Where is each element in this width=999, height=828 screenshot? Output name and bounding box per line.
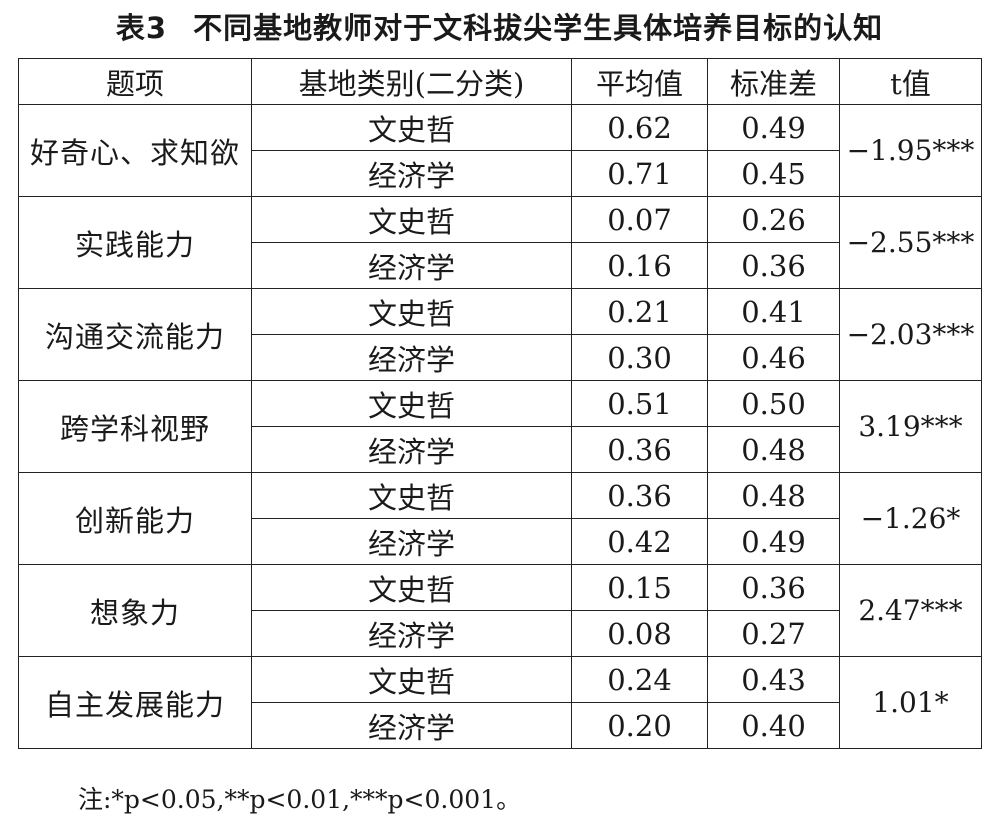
table-row: 自主发展能力 文史哲 0.24 0.43 1.01* (18, 656, 982, 749)
header-category: 基地类别(二分类) (251, 58, 572, 105)
table-number: 表3 (115, 11, 168, 45)
mean-cell: 0.36 (571, 426, 708, 473)
table-row: 经济学 0.36 0.48 (19, 426, 982, 473)
table-row: 创新能力 文史哲 0.36 0.48 −1.26* (18, 472, 982, 565)
sd-cell: 0.46 (707, 334, 840, 381)
table-row: 经济学 0.20 0.40 (19, 702, 982, 749)
mean-cell: 0.71 (571, 150, 708, 197)
item-cell: 实践能力 (18, 196, 252, 289)
item-cell: 创新能力 (18, 472, 252, 565)
category-cell: 经济学 (251, 334, 572, 381)
category-cell: 经济学 (251, 610, 572, 657)
table-row: 沟通交流能力 文史哲 0.21 0.41 −2.03*** (18, 288, 982, 381)
category-cell: 经济学 (251, 702, 572, 749)
t-value-cell: −1.26* (839, 472, 982, 565)
table-row: 经济学 0.71 0.45 (19, 150, 982, 197)
table-caption: 不同基地教师对于文科拔尖学生具体培养目标的认知 (193, 11, 884, 45)
t-value-cell: −2.55*** (839, 196, 982, 289)
table-title: 表3 不同基地教师对于文科拔尖学生具体培养目标的认知 (0, 6, 999, 50)
t-value-cell: −2.03*** (839, 288, 982, 381)
sd-cell: 0.45 (707, 150, 840, 197)
category-cell: 经济学 (251, 242, 572, 289)
mean-cell: 0.62 (571, 104, 708, 151)
category-cell: 文史哲 (251, 196, 572, 243)
mean-cell: 0.36 (571, 472, 708, 519)
sd-cell: 0.43 (707, 656, 840, 703)
mean-cell: 0.08 (571, 610, 708, 657)
category-cell: 文史哲 (251, 104, 572, 151)
mean-cell: 0.20 (571, 702, 708, 749)
mean-cell: 0.07 (571, 196, 708, 243)
table-row: 经济学 0.42 0.49 (19, 518, 982, 565)
item-cell: 好奇心、求知欲 (18, 104, 252, 197)
category-cell: 经济学 (251, 150, 572, 197)
item-cell: 沟通交流能力 (18, 288, 252, 381)
category-cell: 经济学 (251, 518, 572, 565)
sd-cell: 0.26 (707, 196, 840, 243)
t-value-cell: −1.95*** (839, 104, 982, 197)
table-row: 跨学科视野 文史哲 0.51 0.50 3.19*** (18, 380, 982, 473)
sd-cell: 0.48 (707, 472, 840, 519)
mean-cell: 0.21 (571, 288, 708, 335)
table-row: 好奇心、求知欲 文史哲 0.62 0.49 −1.95*** (18, 104, 982, 197)
sd-cell: 0.36 (707, 564, 840, 611)
sd-cell: 0.48 (707, 426, 840, 473)
table-row: 想象力 文史哲 0.15 0.36 2.47*** (18, 564, 982, 657)
sd-cell: 0.49 (707, 104, 840, 151)
sd-cell: 0.36 (707, 242, 840, 289)
header-t-value: t值 (839, 58, 982, 105)
item-cell: 想象力 (18, 564, 252, 657)
mean-cell: 0.15 (571, 564, 708, 611)
sd-cell: 0.40 (707, 702, 840, 749)
mean-cell: 0.42 (571, 518, 708, 565)
mean-cell: 0.24 (571, 656, 708, 703)
table-note: 注:*p<0.05,**p<0.01,***p<0.001。 (78, 785, 522, 814)
sd-cell: 0.27 (707, 610, 840, 657)
sd-cell: 0.41 (707, 288, 840, 335)
t-value-cell: 1.01* (839, 656, 982, 749)
category-cell: 经济学 (251, 426, 572, 473)
t-value-cell: 2.47*** (839, 564, 982, 657)
sd-cell: 0.50 (707, 380, 840, 427)
mean-cell: 0.51 (571, 380, 708, 427)
category-cell: 文史哲 (251, 472, 572, 519)
category-cell: 文史哲 (251, 564, 572, 611)
sd-cell: 0.49 (707, 518, 840, 565)
results-table: 题项 基地类别(二分类) 平均值 标准差 t值 好奇心、求知欲 文史哲 0.62 0.… (18, 58, 982, 749)
item-cell: 自主发展能力 (18, 656, 252, 749)
table-row: 实践能力 文史哲 0.07 0.26 −2.55*** (18, 196, 982, 289)
header-mean: 平均值 (571, 58, 708, 105)
item-cell: 跨学科视野 (18, 380, 252, 473)
category-cell: 文史哲 (251, 656, 572, 703)
t-value-cell: 3.19*** (839, 380, 982, 473)
mean-cell: 0.30 (571, 334, 708, 381)
mean-cell: 0.16 (571, 242, 708, 289)
header-row: 题项 基地类别(二分类) 平均值 标准差 t值 (18, 58, 982, 105)
table-row: 经济学 0.08 0.27 (19, 610, 982, 657)
table-body: 好奇心、求知欲 文史哲 0.62 0.49 −1.95*** 经济学 0.71 0.45 实践能… (18, 104, 982, 749)
category-cell: 文史哲 (251, 288, 572, 335)
header-sd: 标准差 (707, 58, 840, 105)
category-cell: 文史哲 (251, 380, 572, 427)
header-item: 题项 (18, 58, 252, 105)
